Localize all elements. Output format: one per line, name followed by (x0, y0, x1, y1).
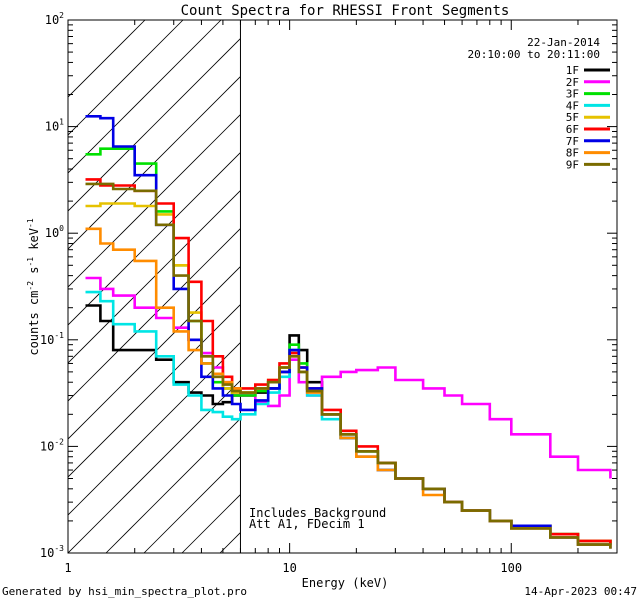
footer-timestamp: 14-Apr-2023 00:47 (524, 585, 637, 598)
hatch-line (68, 20, 184, 136)
y-axis-label-sup3: -1 (26, 218, 35, 228)
hatch-line (68, 20, 222, 174)
plot-frame (67, 19, 618, 554)
y-tick-label: 10-2 (40, 437, 64, 453)
hatch-line (410, 20, 640, 553)
y-axis-label-sup2: -1 (26, 257, 35, 267)
legend-label-3F: 3F (566, 88, 579, 101)
hatch-line (68, 303, 241, 478)
hatch-line (68, 227, 241, 402)
y-axis-label-tail: keV (27, 228, 41, 257)
x-axis: 1 10 100 (64, 20, 618, 575)
hatch-line (143, 455, 241, 553)
x-tick-label: 100 (500, 561, 522, 575)
y-tick-label: 10-1 (40, 331, 64, 347)
chart-time-range: 20:10:00 to 20:11:00 (468, 48, 600, 61)
y-tick-label: 102 (45, 11, 64, 27)
y-axis-label-sup1: -2 (26, 281, 35, 291)
y-tick-label: 101 (45, 118, 64, 134)
series-6F (85, 178, 612, 545)
y-tick-label: 10-3 (40, 544, 64, 560)
y-tick-label: 100 (45, 224, 64, 240)
annotation-background: Includes Background (249, 506, 386, 520)
hatch-line (258, 20, 640, 553)
hatch-line (68, 265, 241, 440)
hatch-line (68, 379, 241, 553)
y-axis-label-mid: s (27, 267, 41, 281)
hatch-line (600, 20, 640, 553)
legend-label-7F: 7F (566, 135, 579, 148)
hatch-line (105, 417, 241, 553)
series-group (85, 115, 612, 549)
legend-label-1F: 1F (566, 64, 579, 77)
chart-title: Count Spectra for RHESSI Front Segments (181, 3, 510, 19)
hatch-line (68, 189, 241, 364)
hatch-line (68, 37, 241, 212)
x-tick-label: 10 (282, 561, 296, 575)
hatched-region (68, 20, 640, 553)
series-3F (85, 147, 612, 545)
legend-label-8F: 8F (566, 147, 579, 160)
legend-label-5F: 5F (566, 111, 579, 124)
legend-label-2F: 2F (566, 76, 579, 89)
legend-label-9F: 9F (566, 158, 579, 171)
hatch-line (68, 151, 241, 326)
y-axis-label: counts cm-2 s-1 keV-1 (26, 218, 41, 355)
footer-generated-by: Generated by hsi_min_spectra_plot.pro (2, 585, 247, 598)
annotation-attenuator: Att A1, FDecim 1 (249, 517, 365, 531)
x-axis-label: Energy (keV) (302, 576, 389, 590)
series-8F (85, 227, 612, 549)
chart-date: 22-Jan-2014 (527, 36, 600, 49)
hatch-lines (68, 20, 640, 553)
hatch-line (334, 20, 640, 553)
series-5F (85, 202, 612, 545)
y-axis: 10-3 10-2 10-1 100 101 102 (40, 11, 617, 560)
series-7F (85, 115, 612, 549)
hatch-line (68, 341, 241, 516)
x-tick-label: 1 (64, 561, 71, 575)
hatch-line (68, 75, 241, 250)
hatch-line (296, 20, 640, 553)
y-axis-label-main: counts cm (27, 291, 41, 356)
hatch-line (68, 113, 241, 288)
hatch-line (372, 20, 640, 553)
legend-label-6F: 6F (566, 123, 579, 136)
series-9F (85, 182, 612, 549)
hatch-line (524, 20, 640, 553)
legend-label-4F: 4F (566, 99, 579, 112)
